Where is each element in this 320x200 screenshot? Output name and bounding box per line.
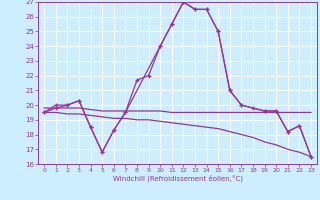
X-axis label: Windchill (Refroidissement éolien,°C): Windchill (Refroidissement éolien,°C) xyxy=(113,175,243,182)
